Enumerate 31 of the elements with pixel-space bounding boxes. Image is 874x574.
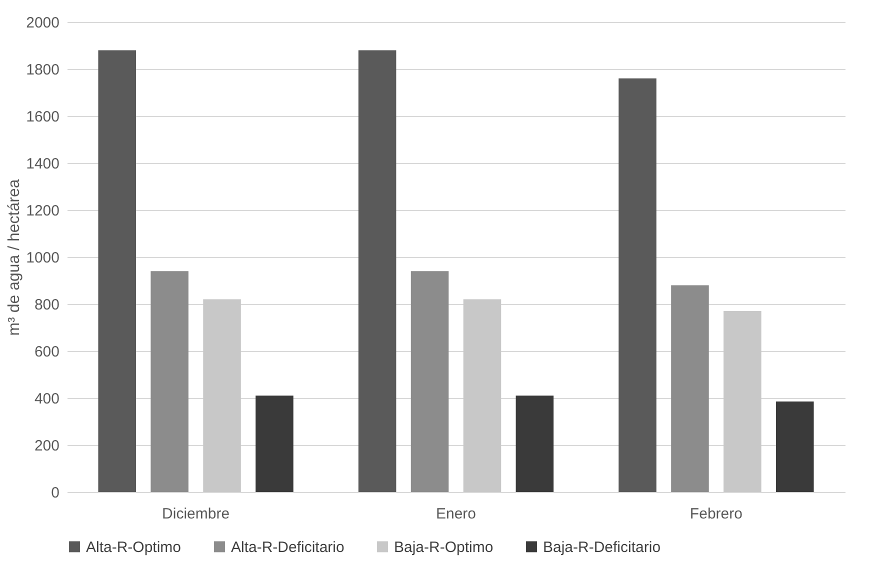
y-tick-label: 2000 xyxy=(26,14,60,32)
bar xyxy=(618,78,656,492)
bar xyxy=(671,285,709,492)
bar xyxy=(358,50,396,492)
bar xyxy=(98,50,136,492)
y-tick-label: 1800 xyxy=(26,62,60,78)
legend-label: Alta-R-Deficitario xyxy=(231,538,344,556)
y-tick-label: 1200 xyxy=(26,202,60,220)
y-tick-label: 1400 xyxy=(26,156,60,172)
x-tick-label: Diciembre xyxy=(162,506,230,522)
bar xyxy=(776,402,814,492)
x-tick-label: Febrero xyxy=(690,506,742,522)
legend-label: Alta-R-Optimo xyxy=(86,538,182,556)
bar xyxy=(724,311,762,492)
y-tick-label: 1000 xyxy=(26,250,60,266)
x-tick-label: Enero xyxy=(436,506,476,522)
legend-label: Baja-R-Optimo xyxy=(394,538,494,556)
bar xyxy=(256,396,294,492)
legend-label: Baja-R-Deficitario xyxy=(543,538,661,556)
y-tick-label: 800 xyxy=(34,296,60,314)
bar xyxy=(203,299,241,492)
y-tick-label: 400 xyxy=(34,390,60,408)
bar xyxy=(150,271,188,492)
y-axis-title: m³ de agua / hectárea xyxy=(6,179,24,336)
bar xyxy=(516,396,554,492)
y-tick-label: 1600 xyxy=(26,108,60,126)
y-tick-label: 200 xyxy=(34,438,60,454)
bar xyxy=(463,299,502,492)
bar xyxy=(410,271,449,492)
y-tick-label: 600 xyxy=(34,344,60,360)
y-tick-label: 0 xyxy=(51,484,60,502)
